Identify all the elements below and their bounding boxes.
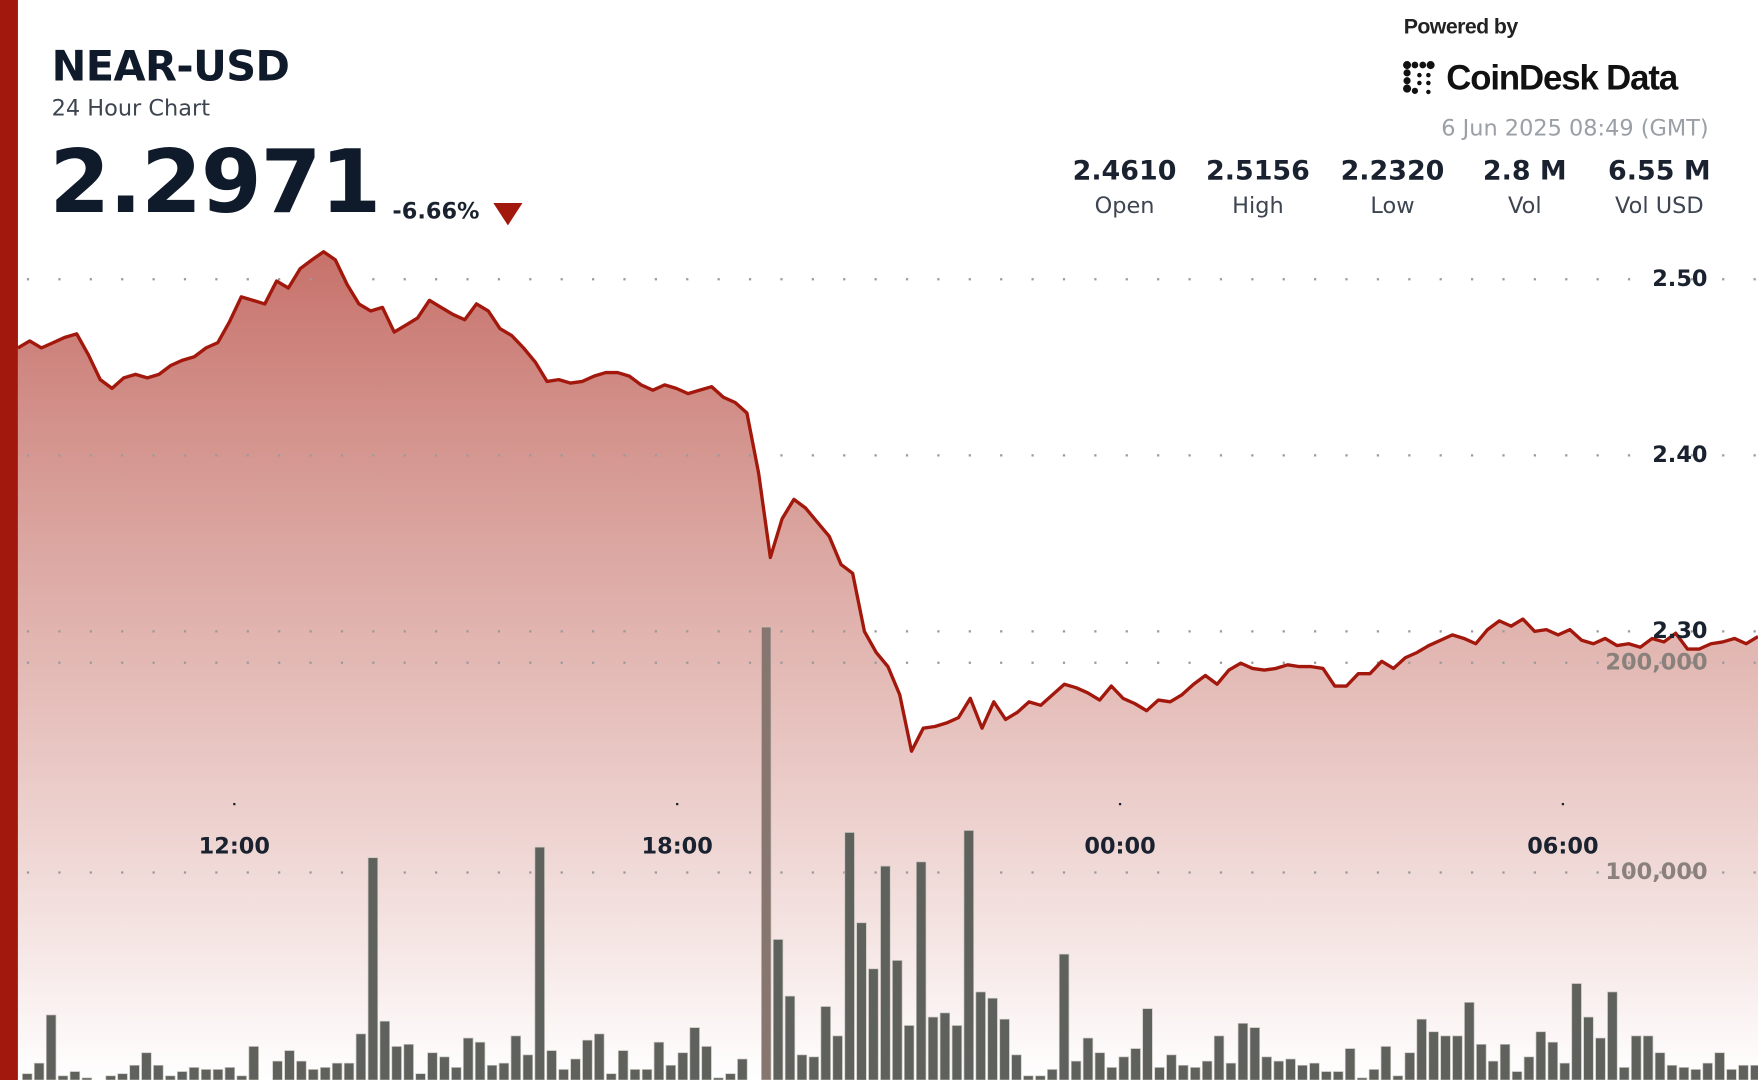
grid-lines — [26, 278, 1758, 874]
stat-low: 2.2320 Low — [1325, 153, 1460, 223]
stats-row: 2.4610 Open 2.5156 High 2.2320 Low 2.8 M… — [1054, 153, 1727, 232]
x-tick-1200: 12:00 — [198, 832, 271, 860]
stat-label: Open — [1094, 191, 1155, 219]
volume-tick-200000: 200,000 — [1605, 648, 1708, 676]
price-change-percent: -6.66% — [392, 197, 480, 225]
volume-bars — [22, 626, 1758, 1080]
accent-bar — [0, 0, 18, 1080]
symbol-title: NEAR-USD — [51, 42, 290, 91]
coindesk-logo-icon — [1403, 61, 1435, 95]
stat-label: Vol — [1508, 191, 1542, 219]
powered-by-label: Powered by — [1403, 15, 1519, 40]
price-area — [17, 251, 1758, 1080]
stat-value: 6.55 M — [1608, 154, 1711, 187]
y-tick-2-50: 2.50 — [1652, 264, 1708, 292]
stat-high: 2.5156 High — [1191, 153, 1326, 223]
stat-value: 2.2320 — [1340, 154, 1445, 187]
coindesk-logo: CoinDesk Data — [1401, 58, 1678, 98]
x-tick-1800: 18:00 — [641, 832, 713, 860]
stat-label: Vol USD — [1615, 191, 1704, 219]
stat-vol-usd: 6.55 M Vol USD — [1592, 153, 1727, 223]
y-tick-2-40: 2.40 — [1652, 440, 1708, 468]
logo-text: CoinDesk Data — [1446, 58, 1678, 98]
stat-vol: 2.8 M Vol — [1458, 153, 1593, 223]
timestamp: 6 Jun 2025 08:49 (GMT) — [1441, 114, 1709, 142]
stat-label: High — [1232, 191, 1284, 219]
x-tick-0600: 06:00 — [1527, 832, 1599, 860]
chart-subtitle: 24 Hour Chart — [51, 94, 211, 122]
stat-value: 2.8 M — [1482, 154, 1567, 187]
down-triangle-icon — [493, 202, 523, 226]
y-tick-2-30: 2.30 — [1652, 616, 1708, 644]
price-line — [17, 250, 1758, 753]
x-tick-0000: 00:00 — [1084, 832, 1156, 860]
stat-open: 2.4610 Open — [1057, 153, 1192, 223]
stat-label: Low — [1370, 191, 1415, 219]
stat-value: 2.5156 — [1206, 154, 1310, 187]
volume-tick-100000: 100,000 — [1605, 857, 1708, 885]
current-price: 2.2971 — [49, 132, 381, 234]
stat-value: 2.4610 — [1072, 154, 1177, 187]
